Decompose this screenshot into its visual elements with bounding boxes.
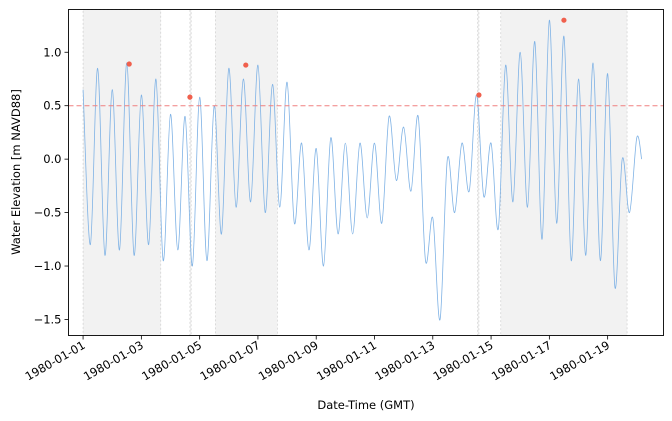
peak-point-2 [243, 62, 249, 68]
y-tick-label-4: −1.0 [34, 259, 62, 273]
x-tick-label-7: 1980-01-15 [431, 338, 496, 384]
x-axis-ticks: 1980-01-011980-01-031980-01-051980-01-07… [23, 335, 612, 384]
peak-point-1 [187, 94, 193, 100]
x-tick-label-8: 1980-01-17 [489, 338, 554, 384]
y-tick-label-0: 1.0 [43, 45, 61, 59]
x-tick-label-3: 1980-01-07 [198, 338, 263, 384]
peak-point-3 [476, 92, 482, 98]
shaded-spans [82, 9, 628, 336]
x-tick-label-0: 1980-01-01 [23, 338, 88, 384]
x-axis-label: Date-Time (GMT) [317, 398, 414, 412]
shaded-span-4 [500, 9, 628, 336]
shaded-span-0 [82, 9, 162, 336]
shaded-span-1 [189, 9, 192, 336]
peaks-layer [126, 17, 567, 100]
x-tick-label-9: 1980-01-19 [547, 338, 612, 384]
y-axis-label: Water Elevation [m NAVD88] [9, 89, 23, 255]
x-tick-label-1: 1980-01-03 [81, 338, 146, 384]
plot-frame [68, 9, 664, 336]
x-tick-label-6: 1980-01-13 [372, 338, 437, 384]
y-tick-label-5: −1.5 [34, 312, 62, 326]
y-axis-ticks: 1.0 0.5 0.0 −0.5 −1.0 −1.5 [34, 45, 69, 326]
peak-point-0 [126, 61, 132, 67]
x-tick-label-4: 1980-01-09 [256, 338, 321, 384]
peak-point-4 [561, 17, 567, 23]
shaded-span-3 [477, 9, 480, 336]
x-tick-label-5: 1980-01-11 [314, 338, 379, 384]
x-tick-label-2: 1980-01-05 [139, 338, 204, 384]
y-tick-label-1: 0.5 [43, 99, 61, 113]
series-layer [82, 19, 643, 321]
y-tick-label-3: −0.5 [34, 206, 62, 220]
series-line-0 [82, 19, 643, 321]
y-tick-label-2: 0.0 [43, 152, 61, 166]
